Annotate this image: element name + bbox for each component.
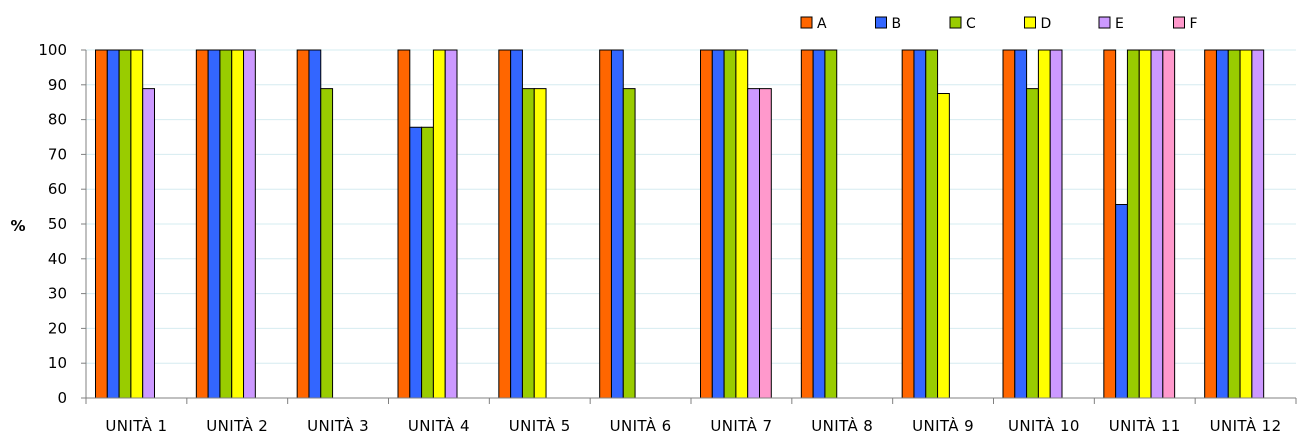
legend-label-b: B: [892, 16, 902, 32]
bar-a-10: [1002, 49, 1016, 399]
legend-label-d: D: [1041, 16, 1052, 32]
legend-swatch-e: [1098, 16, 1111, 29]
bar-b-7: [711, 49, 725, 399]
x-category-label: UNITÀ 7: [710, 416, 772, 435]
bar-e-2: [243, 49, 256, 399]
legend-swatch-b: [875, 16, 887, 29]
bar-a-5: [498, 49, 512, 399]
bar-d-10: [1037, 49, 1051, 399]
bar-b-2: [207, 49, 221, 399]
bar-b-10: [1014, 49, 1028, 399]
y-tick-label: 70: [48, 145, 67, 163]
legend-label-a: A: [817, 16, 827, 32]
bar-b-9: [913, 49, 927, 399]
bar-c-7: [723, 49, 737, 399]
x-category-label: UNITÀ 12: [1210, 416, 1282, 435]
y-tick-label: 40: [48, 250, 67, 268]
bar-c-2: [219, 49, 233, 399]
bar-d-11: [1138, 49, 1152, 399]
bar-c-9: [925, 49, 939, 399]
y-axis-ticks: 0 10 20 30 40 50 60 70 80 90 100: [38, 41, 86, 407]
x-category-label: UNITÀ 6: [610, 416, 672, 435]
legend-swatch-a: [800, 16, 813, 29]
bar-c-3: [320, 88, 334, 399]
y-tick-label: 10: [48, 354, 67, 372]
x-category-label: UNITÀ 4: [408, 416, 470, 435]
bar-d-9: [937, 93, 950, 399]
bar-a-8: [800, 49, 814, 399]
bar-a-6: [599, 49, 612, 399]
x-category-label: UNITÀ 5: [509, 416, 571, 435]
x-category-label: UNITÀ 8: [811, 416, 873, 435]
bar-c-11: [1126, 49, 1140, 399]
x-axis-categories: UNITÀ 1 UNITÀ 2 UNITÀ 3 UNITÀ 4 UNITÀ 5 UNITÀ…: [105, 416, 1281, 435]
bar-a-9: [901, 49, 915, 399]
bar-d-4: [432, 49, 446, 399]
x-category-label: UNITÀ 11: [1109, 416, 1181, 435]
y-tick-label: 100: [38, 41, 67, 59]
bar-f-7: [759, 88, 772, 399]
bar-b-3: [308, 49, 322, 399]
y-axis-label: %: [10, 217, 25, 235]
bars: [95, 49, 1265, 399]
legend-label-f: F: [1190, 16, 1198, 32]
bar-c-5: [521, 88, 535, 399]
bar-c-12: [1227, 49, 1241, 399]
bar-e-11: [1150, 49, 1164, 399]
bar-b-1: [106, 49, 120, 399]
bar-d-1: [130, 49, 144, 399]
axes: [85, 50, 1297, 404]
bar-c-6: [622, 88, 636, 399]
legend-label-e: E: [1115, 16, 1124, 32]
legend-swatch-c: [949, 16, 962, 29]
bar-b-6: [610, 49, 624, 399]
y-tick-label: 0: [57, 389, 67, 407]
bar-d-7: [735, 49, 749, 399]
legend-label-c: C: [966, 16, 976, 32]
bar-b-4: [409, 126, 423, 399]
bar-a-1: [95, 49, 108, 399]
bar-b-12: [1215, 49, 1229, 399]
x-category-label: UNITÀ 9: [912, 416, 974, 435]
bar-e-10: [1049, 49, 1063, 399]
bar-a-12: [1204, 49, 1217, 399]
bar-b-11: [1115, 204, 1128, 399]
bar-d-2: [231, 49, 245, 399]
y-tick-label: 30: [48, 285, 67, 303]
bar-d-12: [1239, 49, 1253, 399]
bar-d-5: [533, 88, 547, 399]
y-tick-label: 90: [48, 76, 67, 94]
bar-e-1: [142, 88, 155, 399]
bar-e-12: [1251, 49, 1265, 399]
bar-c-10: [1026, 88, 1039, 399]
x-category-label: UNITÀ 2: [206, 416, 268, 435]
bar-b-8: [812, 49, 826, 399]
legend: A B C D E F: [800, 16, 1198, 32]
bar-a-4: [397, 49, 411, 399]
legend-swatch-d: [1024, 16, 1036, 29]
y-tick-label: 50: [48, 215, 67, 233]
x-category-label: UNITÀ 10: [1008, 416, 1080, 435]
bar-c-4: [421, 126, 434, 399]
y-tick-label: 60: [48, 180, 67, 198]
y-tick-label: 20: [48, 319, 67, 337]
legend-swatch-f: [1173, 16, 1185, 29]
bar-e-7: [747, 88, 761, 399]
bar-a-11: [1103, 49, 1117, 399]
bar-c-8: [824, 49, 838, 399]
bar-a-7: [700, 49, 713, 399]
gridlines: [86, 49, 1296, 364]
bar-c-1: [118, 49, 132, 399]
x-category-label: UNITÀ 1: [105, 416, 167, 435]
bar-e-4: [444, 49, 458, 399]
bar-a-3: [296, 49, 310, 399]
x-category-label: UNITÀ 3: [307, 416, 369, 435]
bar-a-2: [195, 49, 209, 399]
y-tick-label: 80: [48, 111, 67, 129]
bar-f-11: [1162, 49, 1176, 399]
bar-b-5: [510, 49, 523, 399]
